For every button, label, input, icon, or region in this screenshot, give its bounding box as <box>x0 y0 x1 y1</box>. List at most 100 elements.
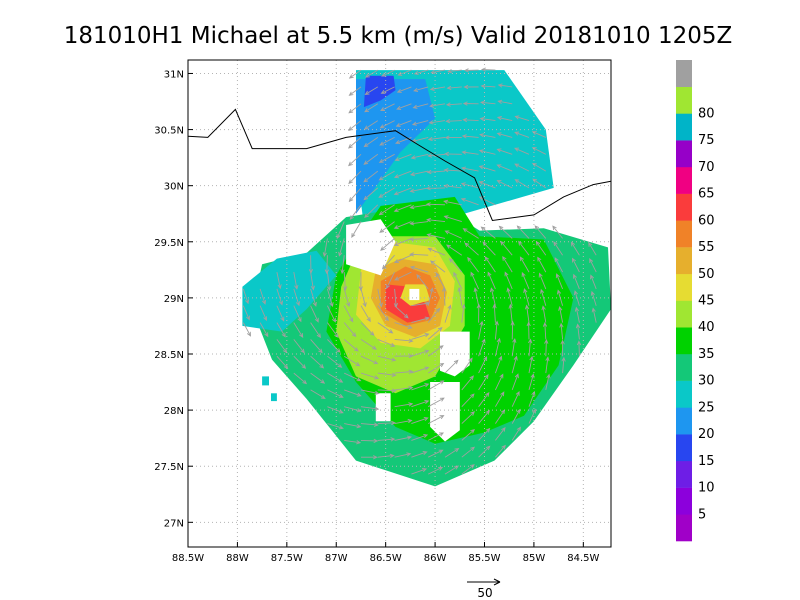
wind-vector-157 <box>409 237 429 242</box>
x-axis: 88.5W 88W 87.5W 87W 86.5W 86W 85.5W 85W 84.5W <box>172 542 600 564</box>
wind-vector-294 <box>545 356 550 374</box>
wind-vector-99 <box>394 385 414 391</box>
wind-region-14 <box>430 382 460 442</box>
wind-vector-303 <box>532 178 547 189</box>
wind-vector-322 <box>570 241 580 256</box>
wind-vector-177 <box>426 217 446 223</box>
wind-vector-269 <box>496 180 513 189</box>
wind-vector-315 <box>552 225 563 239</box>
reference-vector: 50 <box>467 578 501 600</box>
wind-region-17 <box>262 376 269 386</box>
wind-vector-150 <box>427 345 444 357</box>
colorbar-swatch-7 <box>676 327 692 355</box>
wind-vector-270 <box>496 164 513 172</box>
x-tick-label-8: 84.5W <box>567 553 599 564</box>
wind-vector-38 <box>324 255 330 275</box>
wind-vector-135 <box>393 187 412 196</box>
x-tick-label-6: 85.5W <box>468 553 500 564</box>
wind-vector-162 <box>410 153 429 160</box>
wind-vector-55 <box>360 438 379 444</box>
wind-vector-49 <box>343 288 351 308</box>
wind-vector-210 <box>478 445 491 458</box>
wind-vector-68 <box>348 187 362 203</box>
wind-vector-16 <box>293 305 302 323</box>
wind-vector-70 <box>348 153 362 167</box>
colorbar-swatch-8 <box>676 300 692 328</box>
wind-vector-151 <box>427 327 443 340</box>
wind-vector-217 <box>478 320 484 340</box>
wind-vector-10 <box>276 288 284 306</box>
wind-region-4 <box>242 250 337 332</box>
wind-vector-50 <box>343 272 348 292</box>
wind-vector-87 <box>363 187 379 201</box>
y-tick-label-1: 27.5N <box>154 462 184 473</box>
wind-vector-285 <box>519 256 530 273</box>
wind-vector-164 <box>411 120 429 126</box>
wind-vector-305 <box>531 147 547 155</box>
wind-vector-74 <box>348 86 362 96</box>
wind-vector-17 <box>293 288 300 307</box>
wind-vector-82 <box>377 338 396 347</box>
wind-vector-93 <box>364 86 379 95</box>
wind-vector-204 <box>444 151 462 157</box>
wind-vector-145 <box>427 432 444 441</box>
wind-vector-3 <box>259 322 269 338</box>
wind-vector-111 <box>378 187 395 198</box>
wind-vector-170 <box>444 359 459 374</box>
wind-vector-6 <box>276 355 289 369</box>
y-tick-label-7: 30.5N <box>154 126 184 137</box>
wind-vector-120 <box>411 450 428 458</box>
wind-vector-66 <box>351 221 362 239</box>
wind-vector-277 <box>528 390 536 407</box>
wind-vector-36 <box>326 288 334 308</box>
wind-vector-35 <box>326 305 336 323</box>
wind-vector-78 <box>377 420 396 426</box>
wind-vector-180 <box>426 169 446 175</box>
colorbar-swatch-10 <box>676 247 692 275</box>
wind-vector-179 <box>425 186 446 191</box>
wind-vector-161 <box>409 170 429 177</box>
wind-vector-24 <box>310 305 319 323</box>
wind-vector-310 <box>558 305 564 323</box>
wind-vector-121 <box>411 433 429 441</box>
wind-vector-193 <box>461 357 473 374</box>
wind-vector-138 <box>395 136 412 145</box>
wind-vector-90 <box>363 137 379 148</box>
wind-vector-56 <box>360 422 379 427</box>
wind-vector-253 <box>479 100 496 105</box>
wind-vector-215 <box>478 356 488 374</box>
plot-frame <box>187 59 612 548</box>
wind-vector-261 <box>511 337 517 357</box>
wind-vector-95 <box>394 452 412 458</box>
wind-vector-81 <box>377 355 397 362</box>
wind-vector-195 <box>457 286 463 306</box>
wind-vector-127 <box>411 333 430 340</box>
colorbar-label-1: 5 <box>698 507 706 522</box>
wind-vector-171 <box>444 304 452 323</box>
coastline-layer <box>188 108 611 222</box>
colorbar-label-12: 60 <box>698 213 715 228</box>
wind-vector-320 <box>572 273 580 290</box>
wind-vector-58 <box>360 389 380 396</box>
colorbar-swatch-6 <box>676 353 692 381</box>
wind-vector-224 <box>460 197 479 206</box>
wind-vector-83 <box>377 322 394 334</box>
wind-vector-103 <box>394 322 413 329</box>
wind-vector-274 <box>497 99 513 105</box>
wind-vector-102 <box>394 338 414 343</box>
wind-vector-192 <box>461 375 474 391</box>
wind-vector-283 <box>523 287 530 306</box>
wind-vector-318 <box>574 306 580 323</box>
wind-vector-73 <box>348 103 362 114</box>
wind-vector-203 <box>443 167 462 173</box>
y-tick-label-4: 29N <box>164 294 184 305</box>
wind-vector-240 <box>494 320 499 340</box>
wind-vector-123 <box>411 399 430 408</box>
wind-vector-79 <box>377 388 397 393</box>
wind-vector-63 <box>360 305 371 323</box>
wind-vector-29 <box>327 406 344 414</box>
colorbar-label-4: 20 <box>698 427 715 442</box>
lat-lon-grid <box>188 60 611 547</box>
wind-vector-64 <box>360 288 367 308</box>
